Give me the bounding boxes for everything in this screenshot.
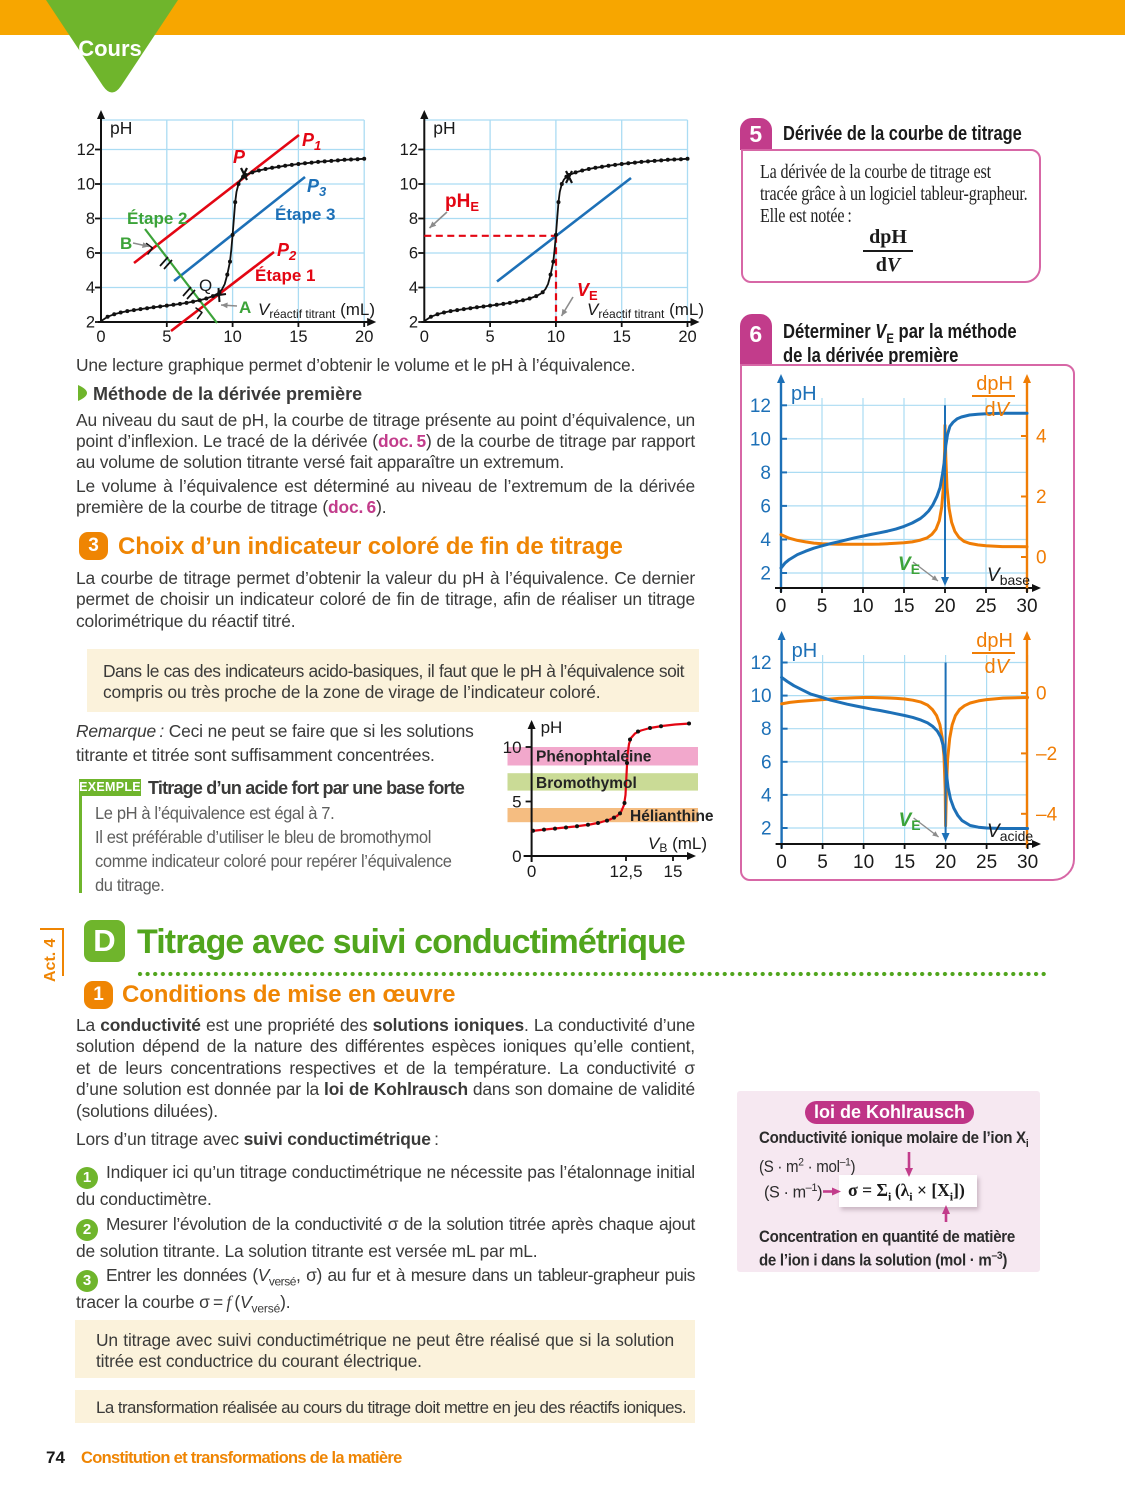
svg-text:pH: pH — [792, 640, 818, 662]
svg-text:12: 12 — [750, 653, 771, 674]
svg-text:10: 10 — [400, 176, 418, 194]
svg-text:8: 8 — [761, 719, 772, 740]
svg-text:30: 30 — [1016, 596, 1037, 617]
svg-text:0: 0 — [96, 328, 105, 346]
svg-text:4: 4 — [1036, 427, 1047, 448]
svg-text:Phénophtaléine: Phénophtaléine — [536, 749, 652, 766]
svg-text:6: 6 — [86, 245, 95, 263]
svg-text:8: 8 — [760, 463, 771, 484]
svg-text:6: 6 — [760, 496, 771, 517]
svg-text:5: 5 — [817, 852, 828, 873]
svg-text:2: 2 — [761, 819, 772, 840]
svg-text:0: 0 — [1036, 684, 1047, 705]
svg-text:15: 15 — [894, 852, 915, 873]
svg-text:VE: VE — [898, 554, 920, 577]
svg-text:15: 15 — [613, 328, 631, 346]
svg-text:30: 30 — [1017, 852, 1038, 873]
svg-text:4: 4 — [761, 785, 772, 806]
svg-text:dV: dV — [985, 399, 1011, 421]
svg-text:pH: pH — [110, 118, 132, 138]
svg-text:10: 10 — [503, 738, 522, 757]
svg-text:0: 0 — [776, 852, 787, 873]
svg-text:5: 5 — [162, 328, 171, 346]
svg-text:10: 10 — [77, 176, 95, 194]
svg-text:Étape 2: Étape 2 — [127, 209, 187, 228]
svg-text:6: 6 — [409, 245, 418, 263]
svg-text:4: 4 — [760, 530, 771, 551]
svg-text:8: 8 — [86, 210, 95, 228]
svg-text:Q: Q — [199, 276, 212, 295]
svg-text:Vacide: Vacide — [987, 821, 1033, 844]
svg-text:pH: pH — [541, 718, 563, 737]
svg-text:2: 2 — [86, 314, 95, 332]
svg-text:15: 15 — [664, 862, 683, 881]
svg-text:25: 25 — [975, 596, 996, 617]
svg-text:pH: pH — [433, 118, 455, 138]
svg-text:4: 4 — [86, 279, 95, 297]
svg-text:15: 15 — [893, 596, 914, 617]
svg-text:2: 2 — [409, 314, 418, 332]
svg-text:6: 6 — [761, 752, 772, 773]
svg-text:12: 12 — [77, 141, 95, 159]
svg-text:12: 12 — [400, 141, 418, 159]
svg-text:5: 5 — [486, 328, 495, 346]
svg-text:Vréactif titrant (mL): Vréactif titrant (mL) — [587, 300, 704, 321]
svg-text:P3: P3 — [307, 176, 327, 199]
svg-text:25: 25 — [976, 852, 997, 873]
svg-text:0: 0 — [527, 862, 536, 881]
svg-text:0: 0 — [512, 847, 521, 866]
svg-text:10: 10 — [750, 686, 771, 707]
svg-text:2: 2 — [1036, 487, 1047, 508]
svg-text:20: 20 — [935, 852, 956, 873]
svg-text:0: 0 — [420, 328, 429, 346]
svg-text:VE: VE — [577, 280, 598, 303]
svg-text:12,5: 12,5 — [609, 862, 642, 881]
svg-text:0: 0 — [776, 596, 787, 617]
svg-text:A: A — [239, 298, 251, 317]
svg-text:–4: –4 — [1036, 804, 1058, 825]
svg-text:dV: dV — [985, 656, 1011, 678]
svg-text:–2: –2 — [1036, 744, 1057, 765]
svg-text:Bromothymol: Bromothymol — [536, 775, 637, 792]
svg-text:pH: pH — [791, 383, 817, 405]
svg-text:15: 15 — [289, 328, 307, 346]
svg-text:P1: P1 — [302, 130, 321, 153]
svg-text:dpH: dpH — [976, 373, 1013, 395]
svg-text:pHE: pHE — [445, 191, 479, 214]
svg-text:B: B — [120, 234, 132, 253]
svg-text:Vbase: Vbase — [987, 565, 1030, 588]
svg-text:10: 10 — [223, 328, 241, 346]
svg-text:10: 10 — [750, 429, 771, 450]
svg-text:8: 8 — [409, 210, 418, 228]
svg-text:5: 5 — [817, 596, 828, 617]
svg-text:10: 10 — [852, 596, 873, 617]
svg-text:VB (mL): VB (mL) — [648, 834, 707, 855]
svg-text:10: 10 — [853, 852, 874, 873]
svg-text:Étape 3: Étape 3 — [275, 205, 335, 224]
svg-text:20: 20 — [355, 328, 373, 346]
svg-text:0: 0 — [1036, 548, 1047, 569]
svg-text:12: 12 — [750, 396, 771, 417]
svg-text:Vréactif titrant (mL): Vréactif titrant (mL) — [258, 300, 375, 321]
svg-text:Cours: Cours — [78, 36, 142, 61]
svg-text:VE: VE — [899, 810, 921, 833]
svg-text:Étape 1: Étape 1 — [255, 266, 315, 285]
svg-text:4: 4 — [409, 279, 418, 297]
svg-text:2: 2 — [760, 564, 771, 585]
svg-text:P: P — [233, 147, 246, 167]
svg-text:P2: P2 — [277, 240, 297, 263]
svg-text:20: 20 — [678, 328, 696, 346]
svg-text:20: 20 — [934, 596, 955, 617]
svg-text:Hélianthine: Hélianthine — [630, 808, 714, 825]
svg-text:10: 10 — [547, 328, 565, 346]
svg-text:dpH: dpH — [976, 630, 1013, 652]
svg-text:5: 5 — [512, 793, 521, 812]
